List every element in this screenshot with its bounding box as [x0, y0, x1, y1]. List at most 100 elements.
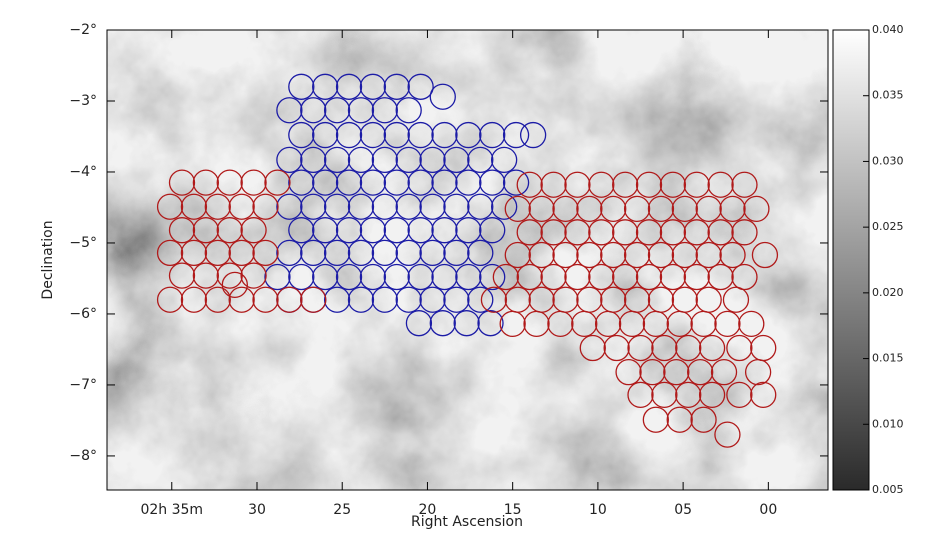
field-circle: [492, 263, 520, 291]
field-circle: [240, 169, 267, 196]
field-circle: [651, 381, 678, 409]
field-circle: [312, 169, 339, 196]
field-circle: [516, 263, 543, 291]
field-circle: [407, 169, 434, 196]
field-circle: [528, 241, 555, 269]
field-circle: [383, 263, 410, 291]
field-circle: [564, 171, 591, 198]
field-circle: [407, 263, 434, 291]
field-circle: [180, 286, 208, 313]
field-circle: [576, 195, 603, 223]
field-circle: [698, 334, 726, 362]
field-circle: [323, 286, 351, 313]
field-circle: [480, 286, 508, 313]
field-circle: [722, 286, 750, 313]
field-circle: [751, 241, 779, 269]
colorbar-tick-label: 0.015: [872, 352, 904, 365]
field-circle: [429, 83, 456, 110]
field-circle: [228, 193, 255, 220]
field-circle: [323, 97, 351, 124]
field-circle: [300, 97, 327, 124]
field-circle: [504, 195, 531, 223]
field-circle: [431, 263, 458, 291]
field-circle: [395, 286, 422, 313]
field-circle: [479, 217, 506, 244]
field-circle: [571, 310, 598, 338]
field-circle: [540, 263, 567, 291]
field-circle: [618, 310, 646, 338]
field-circle: [395, 239, 422, 267]
x-tick-label: 30: [248, 502, 266, 518]
field-circle: [683, 219, 710, 246]
field-circle: [288, 169, 315, 196]
y-tick-label: −5°: [69, 235, 97, 251]
field-circle: [612, 171, 639, 198]
field-circle: [639, 359, 666, 386]
field-circle: [216, 169, 243, 196]
field-circle: [455, 217, 482, 244]
field-circle: [455, 263, 482, 291]
field-circle: [726, 334, 753, 362]
field-circle: [443, 239, 470, 267]
field-circle: [156, 239, 184, 267]
field-circle: [719, 241, 746, 269]
field-circle: [707, 219, 734, 246]
field-circle: [467, 193, 494, 220]
field-circle: [671, 195, 698, 223]
field-circle: [240, 217, 267, 244]
field-circle: [666, 406, 693, 433]
field-circle: [623, 195, 651, 223]
field-circle: [323, 146, 351, 174]
field-circle: [288, 121, 315, 149]
colorbar: [832, 29, 870, 491]
field-circle: [516, 219, 543, 246]
field-circle: [455, 121, 482, 149]
field-circle: [576, 241, 603, 269]
field-circle: [276, 239, 303, 267]
field-circle: [312, 217, 339, 244]
field-circle: [698, 381, 726, 409]
field-circle: [547, 310, 574, 338]
field-circle: [719, 195, 746, 223]
field-circle: [635, 219, 663, 246]
field-circle: [395, 97, 422, 124]
field-circle: [419, 286, 446, 313]
field-circle: [204, 193, 231, 220]
field-circle: [707, 171, 734, 198]
field-circle: [335, 217, 363, 244]
field-circle: [564, 263, 591, 291]
field-circle: [431, 169, 458, 196]
colorbar-tick-label: 0.040: [872, 23, 904, 36]
field-circle: [615, 359, 642, 386]
field-circle: [429, 310, 456, 337]
x-tick-label: 10: [589, 502, 607, 518]
field-circle: [731, 263, 758, 291]
field-circle: [443, 286, 470, 313]
field-circle: [431, 217, 458, 244]
field-circle: [288, 73, 315, 100]
plot-frame: [106, 29, 829, 491]
field-circle: [516, 171, 543, 198]
x-tick-label: 20: [419, 502, 437, 518]
field-circle: [371, 97, 398, 124]
field-circle: [395, 193, 422, 220]
field-circle: [579, 334, 606, 362]
field-circle: [666, 310, 693, 338]
field-circle: [453, 310, 480, 337]
colorbar-tick-label: 0.035: [872, 89, 904, 102]
field-circle: [383, 73, 410, 100]
field-circle: [675, 381, 702, 409]
field-circle: [714, 421, 741, 448]
field-circle: [477, 310, 504, 337]
field-circle: [204, 239, 231, 267]
field-circle: [264, 169, 291, 196]
x-tick-label: 02h 35m: [140, 502, 203, 518]
field-circle: [651, 334, 678, 362]
field-circle: [467, 239, 494, 267]
field-circle: [371, 286, 398, 313]
field-circle: [371, 146, 398, 174]
circles: [156, 73, 779, 448]
field-circle: [347, 97, 375, 124]
field-circle: [627, 334, 654, 362]
